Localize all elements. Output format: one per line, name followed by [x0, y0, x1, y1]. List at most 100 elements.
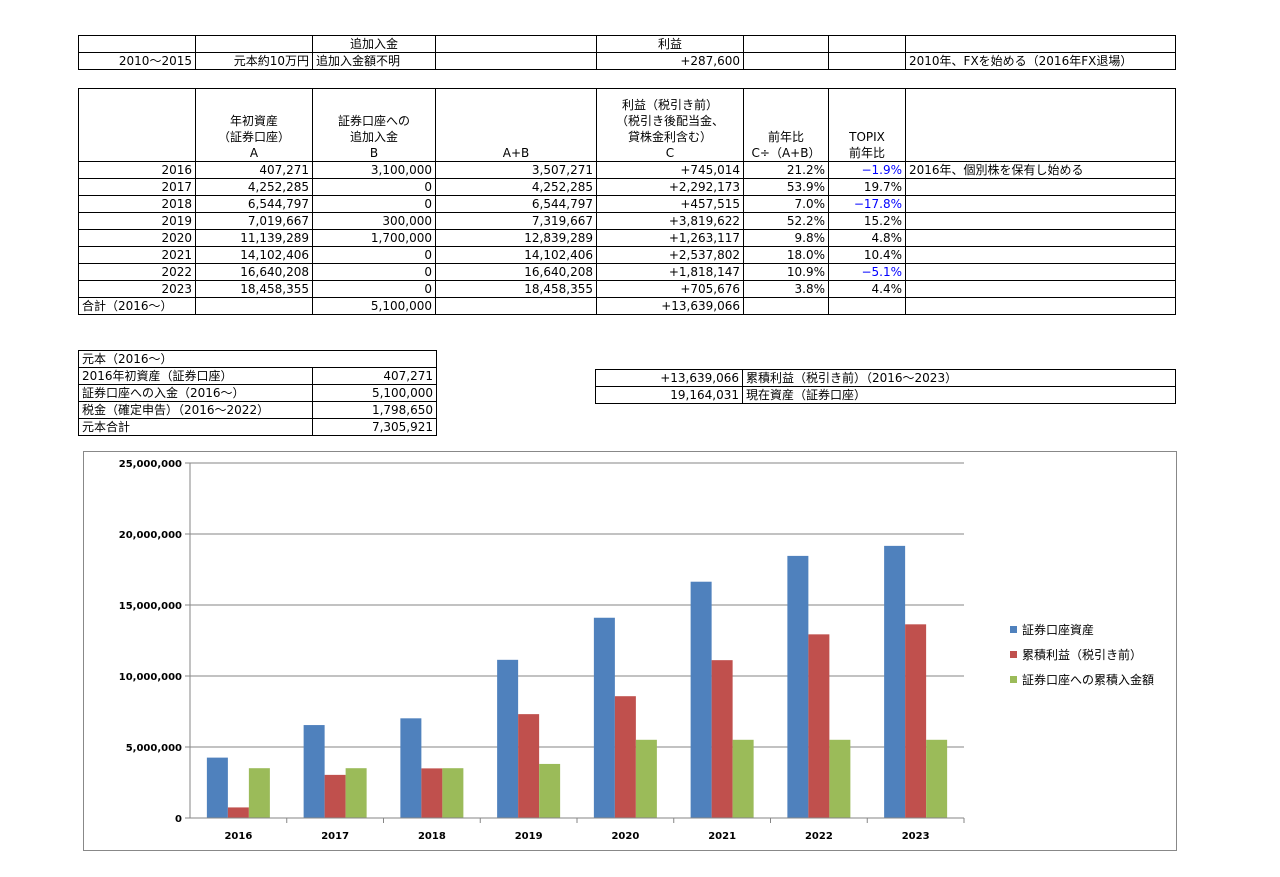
cell-note: [905, 263, 1176, 281]
cell-year: 2022: [78, 263, 196, 281]
yearly-row: 2021 14,102,406 0 14,102,406 +2,537,802 18.0%…: [78, 246, 1176, 264]
history-header-cell: [435, 35, 597, 53]
yearly-header-cell: 前年比 C÷（A+B）: [743, 88, 829, 162]
cell-b: 0: [312, 246, 436, 264]
header-line: A: [249, 146, 259, 160]
summary-value: 19,164,031: [595, 386, 743, 404]
cell-note: [905, 246, 1176, 264]
cell-year: 2017: [78, 178, 196, 196]
legend-swatch: [1010, 626, 1017, 633]
principal-value: 5,100,000: [311, 384, 438, 402]
bar-2023-series-0: [884, 545, 906, 818]
history-cell: +287,600: [596, 52, 744, 70]
cell-a: 14,102,406: [195, 246, 313, 264]
history-cell: [743, 52, 829, 70]
cell-topix: 4.8%: [828, 229, 906, 247]
x-tick-label: 2021: [708, 831, 736, 842]
yearly-row: 2018 6,544,797 0 6,544,797 +457,515 7.0% −17.8…: [78, 195, 1176, 213]
principal-label: 税金（確定申告）（2016～2022）: [78, 401, 313, 419]
cell-topix: 4.4%: [828, 280, 906, 298]
yearly-row: 2019 7,019,667 300,000 7,319,667 +3,819,622 5…: [78, 212, 1176, 230]
cell-year: 2018: [78, 195, 196, 213]
history-header-cell: [743, 35, 829, 53]
cell-ratio: 18.0%: [743, 246, 829, 264]
total-cell: [905, 297, 1176, 315]
history-header-cell: [195, 35, 313, 53]
header-line: 貸株金利含む）: [627, 130, 712, 144]
cell-note: [905, 280, 1176, 298]
cell-ab: 7,319,667: [435, 212, 597, 230]
cell-note: [905, 178, 1176, 196]
y-tick-label: 25,000,000: [119, 459, 182, 470]
bar-2021-series-0: [690, 581, 712, 818]
chart-legend: 証券口座資産累積利益（税引き前） 証券口座への累積入金額: [1010, 617, 1154, 692]
x-tick-label: 2018: [418, 831, 446, 842]
yearly-header-cell: TOPIX 前年比: [828, 88, 906, 162]
y-tick-label: 10,000,000: [119, 672, 182, 683]
header-line: （証券口座）: [217, 130, 290, 144]
cell-ratio: 9.8%: [743, 229, 829, 247]
cell-c: +2,292,173: [596, 178, 744, 196]
yearly-row: 2023 18,458,355 0 18,458,355 +705,676 3.8% 4.4…: [78, 280, 1176, 298]
bar-2016-series-1: [227, 807, 249, 818]
cell-year: 2023: [78, 280, 196, 298]
bar-2023-series-1: [905, 624, 927, 818]
cell-a: 407,271: [195, 161, 313, 179]
total-cell: 合計（2016～）: [78, 297, 196, 315]
yearly-header-cell: 利益（税引き前） （税引き後配当金、 貸株金利含む） C: [596, 88, 744, 162]
summary-row: 19,164,031 現在資産（証券口座）: [595, 386, 1176, 404]
cell-a: 11,139,289: [195, 229, 313, 247]
total-row: 合計（2016～） 5,100,000 +13,639,066: [78, 297, 1176, 315]
history-header-cell: [828, 35, 906, 53]
history-cell: 2010～2015: [78, 52, 196, 70]
cell-c: +745,014: [596, 161, 744, 179]
bar-2017-series-0: [303, 725, 325, 818]
cell-topix: −1.9%: [828, 161, 906, 179]
x-tick-label: 2022: [805, 831, 833, 842]
history-header-cell: 利益: [596, 35, 744, 53]
history-cell: 追加入金額不明: [312, 52, 436, 70]
summary-label: 累積利益（税引き前）（2016～2023）: [742, 369, 1176, 387]
bar-2020-series-0: [593, 617, 615, 818]
cell-note: [905, 212, 1176, 230]
cell-ab: 3,507,271: [435, 161, 597, 179]
bar-2019-series-2: [539, 763, 561, 818]
cell-c: +457,515: [596, 195, 744, 213]
cell-ratio: 52.2%: [743, 212, 829, 230]
yearly-header-cell: 証券口座への 追加入金 B: [312, 88, 436, 162]
bar-2022-series-1: [808, 634, 830, 818]
cell-a: 6,544,797: [195, 195, 313, 213]
cell-c: +705,676: [596, 280, 744, 298]
cell-ab: 16,640,208: [435, 263, 597, 281]
x-tick-label: 2020: [611, 831, 639, 842]
summary-value: +13,639,066: [595, 369, 743, 387]
x-tick-label: 2019: [515, 831, 543, 842]
header-line: A+B: [502, 146, 530, 160]
cell-year: 2021: [78, 246, 196, 264]
legend-label: 証券口座資産: [1022, 622, 1095, 637]
bar-2020-series-1: [614, 696, 636, 818]
cell-ab: 14,102,406: [435, 246, 597, 264]
bar-2016-series-0: [206, 757, 228, 818]
cell-ratio: 3.8%: [743, 280, 829, 298]
x-tick-label: 2017: [321, 831, 349, 842]
principal-label: 2016年初資産（証券口座）: [78, 367, 313, 385]
cell-c: +3,819,622: [596, 212, 744, 230]
header-line: B: [369, 146, 379, 160]
principal-value: 1,798,650: [311, 401, 438, 419]
legend-item: 証券口座への累積入金額: [1010, 667, 1154, 692]
principal-label: 証券口座への入金（2016～）: [78, 384, 313, 402]
cell-a: 18,458,355: [195, 280, 313, 298]
bar-2022-series-0: [787, 555, 809, 818]
legend-item: 累積利益（税引き前）: [1010, 642, 1154, 667]
y-tick-label: 15,000,000: [119, 601, 182, 612]
header-line: C÷（A+B）: [751, 146, 821, 160]
history-header-cell: [78, 35, 196, 53]
principal-value: 7,305,921: [311, 418, 438, 436]
summary-table: +13,639,066 累積利益（税引き前）（2016～2023） 19,164,0…: [595, 369, 1176, 404]
cell-year: 2016: [78, 161, 196, 179]
history-cell: 2010年、FXを始める（2016年FX退場）: [905, 52, 1176, 70]
legend-label: 累積利益（税引き前）: [1022, 647, 1143, 662]
legend-item: 証券口座資産: [1010, 617, 1154, 642]
cell-ratio: 7.0%: [743, 195, 829, 213]
